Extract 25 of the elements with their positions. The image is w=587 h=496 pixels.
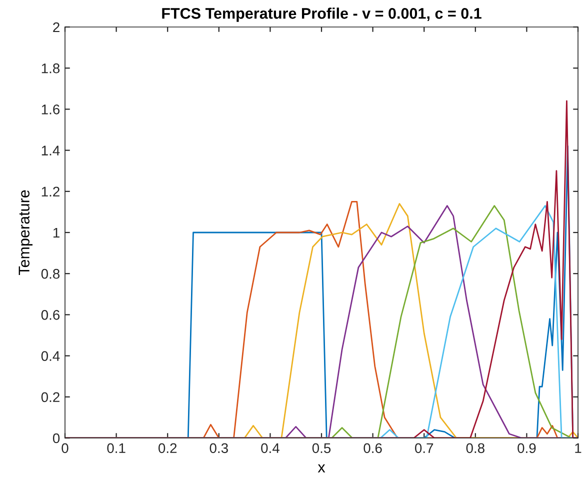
y-tick-label: 0 (52, 433, 60, 444)
y-tick-label: 0.2 (41, 392, 60, 402)
y-tick-label: 1.4 (42, 146, 60, 156)
chart-title: FTCS Temperature Profile - v = 0.001, c = 0.1 (162, 8, 482, 22)
x-tick-label: 0.2 (158, 443, 177, 454)
x-tick-label: 0.5 (312, 443, 331, 454)
y-tick-label: 1.2 (42, 186, 60, 196)
y-tick-label: 1 (53, 228, 60, 238)
x-tick-label: 0.7 (414, 443, 434, 454)
x-tick-label: 0.9 (518, 443, 536, 454)
x-tick-label: 0.1 (107, 443, 126, 454)
y-tick-label: 1.6 (42, 104, 60, 114)
x-tick-label: 0.6 (364, 443, 382, 454)
x-tick-label: 1 (575, 443, 582, 453)
y-tick-label: 0.4 (41, 351, 60, 361)
x-axis-title: x (318, 464, 326, 472)
x-tick-label: 0.8 (466, 443, 484, 454)
y-tick-label: 0.8 (41, 268, 60, 279)
y-tick-label: 1.8 (42, 63, 60, 74)
x-tick-label: 0.4 (261, 443, 280, 454)
y-tick-label: 2 (53, 22, 60, 32)
y-axis-title: Temperature (18, 190, 32, 276)
x-tick-label: 0 (62, 443, 68, 454)
y-tick-label: 0.6 (41, 310, 60, 320)
x-tick-label: 0.3 (210, 443, 228, 454)
